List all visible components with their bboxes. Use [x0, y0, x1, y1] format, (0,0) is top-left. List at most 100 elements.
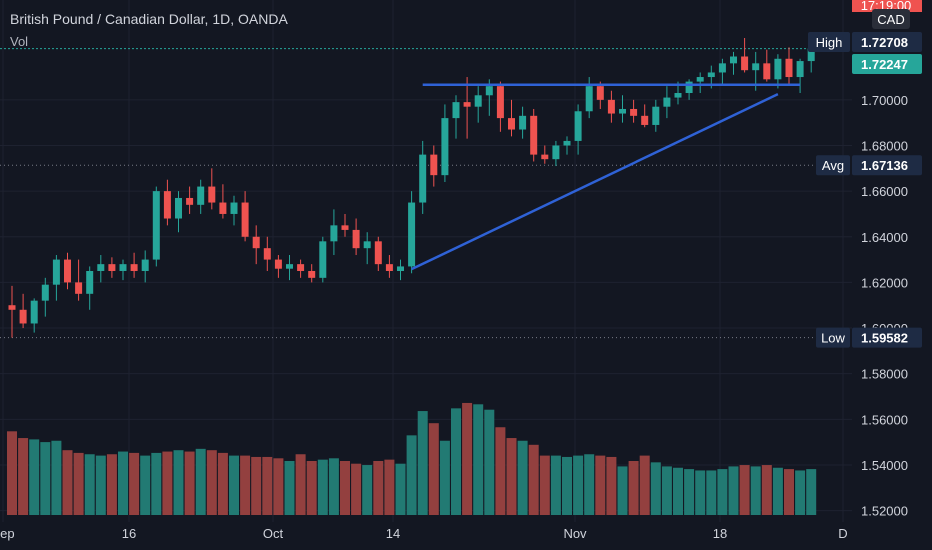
candle — [441, 104, 449, 182]
volume-bar — [195, 448, 206, 515]
candle — [574, 104, 582, 155]
time-tick-label: 16 — [122, 526, 136, 541]
candle-body — [752, 63, 760, 71]
candle — [263, 236, 271, 271]
avg-value-tag — [852, 155, 922, 176]
volume-bar — [806, 469, 817, 515]
candles — [8, 38, 815, 338]
candle — [530, 108, 538, 162]
candle-body — [552, 145, 560, 160]
candle-body — [175, 197, 182, 219]
candle-body — [596, 86, 604, 100]
candle — [785, 47, 793, 84]
volume-bar — [118, 451, 128, 515]
candle-body — [663, 97, 671, 107]
candle — [197, 179, 205, 214]
candle — [741, 38, 749, 73]
candle-body — [263, 248, 271, 260]
candle — [230, 195, 238, 226]
candle — [163, 179, 171, 226]
candle — [630, 99, 638, 123]
time-axis[interactable]: Sep 16 Oct 14 Nov 18 D — [0, 526, 848, 541]
candle — [685, 79, 693, 100]
candle — [86, 266, 94, 310]
volume-bar — [428, 423, 439, 515]
candle-body — [585, 86, 593, 112]
volume-bar — [40, 442, 51, 515]
volume-bar — [473, 404, 484, 515]
time-tick-label: 14 — [386, 526, 400, 541]
volume-bar — [695, 470, 706, 515]
candle — [252, 225, 260, 265]
candle — [8, 285, 16, 338]
candle-body — [208, 186, 216, 203]
price-tick-label: 1.52000 — [861, 504, 908, 519]
time-tick-label: Oct — [263, 526, 284, 541]
volume-bar — [539, 455, 550, 515]
volume-bar — [628, 461, 639, 515]
candle-body — [374, 241, 382, 265]
low-name-label: Low — [821, 331, 845, 346]
candle-body — [674, 93, 682, 98]
candle — [352, 218, 360, 256]
candle-body — [97, 264, 105, 271]
candle-body — [86, 270, 94, 294]
candle-body — [163, 191, 171, 219]
volume-bar — [528, 444, 539, 515]
volume-bar — [650, 462, 661, 515]
chart-title: British Pound / Canadian Dollar, 1D, OAN… — [10, 11, 288, 27]
candle-body — [186, 197, 194, 205]
candle-body — [430, 154, 438, 176]
candle-body — [419, 154, 427, 203]
volume-bar — [328, 458, 339, 515]
candle-body — [785, 58, 793, 78]
candle — [75, 259, 83, 301]
price-tick-label: 1.70000 — [861, 93, 908, 108]
candle — [186, 186, 194, 214]
volume-bar — [606, 456, 617, 515]
candle-body — [297, 264, 305, 271]
volume-bar — [506, 438, 517, 515]
time-tick-label: Nov — [563, 526, 587, 541]
price-tick-label: 1.62000 — [861, 275, 908, 290]
volume-bar — [217, 452, 228, 515]
candle — [796, 58, 804, 94]
candle — [663, 86, 671, 119]
volume-bar — [29, 439, 40, 515]
currency-tag — [872, 9, 910, 29]
candle-body — [541, 154, 549, 160]
candle-body — [574, 111, 582, 141]
candle — [308, 264, 316, 283]
candle — [641, 104, 649, 128]
volume-bar — [317, 459, 328, 515]
volume-bar — [295, 454, 306, 515]
candle — [474, 86, 482, 123]
candle-body — [441, 118, 449, 176]
candle-body — [75, 282, 83, 294]
candle — [119, 259, 127, 281]
candle — [175, 191, 182, 233]
candle — [341, 213, 349, 237]
candle-body — [718, 63, 726, 73]
volume-bar — [229, 455, 239, 515]
volume-bar — [62, 450, 73, 515]
volume-label: Vol — [10, 34, 29, 49]
candle-body — [8, 305, 16, 310]
candle — [619, 95, 626, 123]
candle-body — [607, 99, 615, 114]
candle-body — [685, 81, 693, 94]
candle-body — [774, 58, 782, 80]
trendlines[interactable] — [411, 83, 801, 271]
candle-body — [19, 309, 27, 324]
volume-bar — [406, 435, 417, 515]
low-value-tag — [852, 327, 922, 348]
candle-body — [108, 264, 116, 271]
candle-body — [130, 264, 138, 271]
high-name-tag — [808, 32, 850, 52]
candle — [363, 232, 371, 265]
volume-bar — [306, 461, 317, 515]
trendline-support[interactable] — [411, 93, 779, 271]
candle-body — [452, 102, 460, 119]
